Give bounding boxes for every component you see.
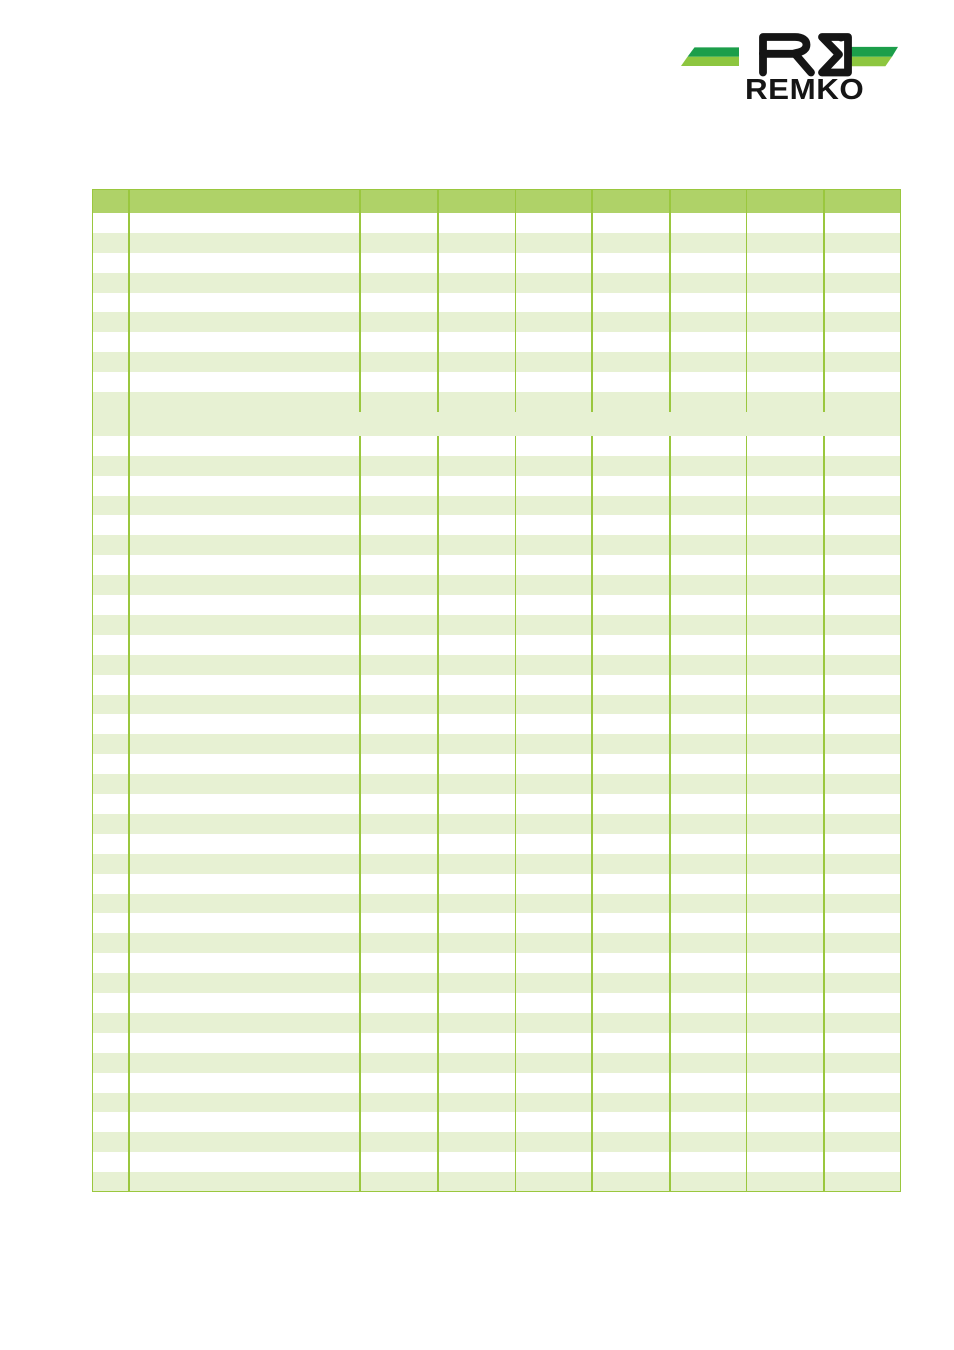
svg-text:R: R: [840, 36, 843, 41]
